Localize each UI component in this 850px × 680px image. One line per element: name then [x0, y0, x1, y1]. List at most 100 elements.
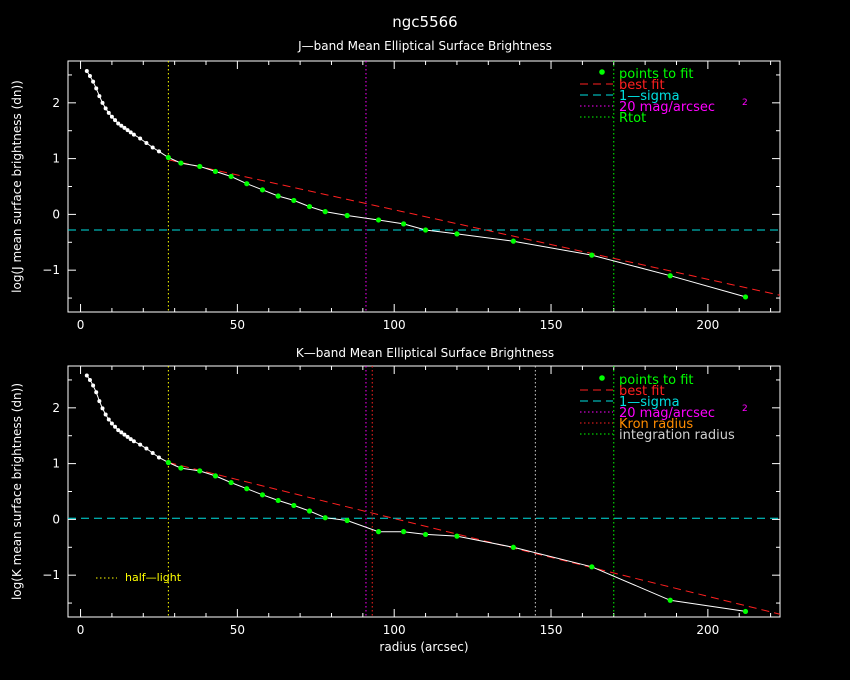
fit-point — [667, 273, 673, 279]
legend-label: best fit — [619, 78, 665, 93]
x-tick-label: 0 — [77, 623, 85, 637]
fit-point — [306, 203, 313, 210]
fit-point — [375, 217, 382, 223]
y-tick-label: 1 — [52, 457, 60, 471]
y-tick-label: 2 — [52, 96, 60, 110]
legend-label: Kron radius — [619, 417, 693, 432]
profile-point — [100, 100, 105, 105]
legend-label: integration radius — [619, 428, 735, 443]
profile-point — [87, 74, 92, 79]
profile-point — [97, 94, 102, 99]
profile-point — [119, 430, 124, 435]
profile-point — [131, 439, 136, 444]
fit-point — [259, 492, 266, 498]
fit-point — [197, 163, 203, 170]
profile-point — [150, 451, 155, 456]
profile-curve — [86, 375, 746, 612]
fit-point — [322, 209, 328, 215]
fit-point — [291, 502, 297, 509]
legend-superscript: 2 — [742, 404, 748, 414]
profile-point — [94, 390, 99, 395]
legend-swatch — [599, 375, 605, 381]
fit-point — [401, 221, 407, 227]
fit-point — [401, 529, 407, 535]
fit-point — [178, 465, 184, 471]
fit-point — [589, 564, 595, 570]
x-tick-label: 50 — [230, 623, 245, 637]
y-axis-label: log(K mean surface brightness (dn)) — [10, 383, 24, 600]
legend-label: points to fit — [619, 67, 694, 82]
fit-point — [344, 517, 350, 524]
profile-point — [94, 86, 99, 91]
fit-point — [165, 459, 171, 466]
fit-point — [212, 473, 219, 479]
profile-point — [119, 123, 124, 128]
fit-point — [510, 238, 516, 244]
fit-point — [212, 168, 219, 175]
legend-superscript: 2 — [742, 98, 748, 108]
best-fit-line — [168, 159, 780, 296]
chart-title: K—band Mean Elliptical Surface Brightnes… — [296, 346, 554, 360]
plot-area — [68, 366, 780, 617]
y-axis-label: log(J mean surface brightness (dn)) — [10, 80, 24, 293]
fit-point — [344, 212, 350, 219]
fit-point — [422, 227, 429, 233]
profile-point — [128, 130, 133, 135]
profile-point — [144, 140, 149, 145]
legend-label: 1—sigma — [619, 89, 680, 104]
fit-point — [667, 597, 673, 603]
y-tick-label: −1 — [42, 568, 60, 582]
profile-point — [116, 121, 121, 126]
fit-point — [306, 508, 313, 514]
profile-point — [125, 434, 130, 439]
x-tick-label: 150 — [540, 623, 563, 637]
y-tick-label: 0 — [52, 512, 60, 526]
profile-point — [103, 106, 108, 111]
profile-point — [138, 442, 143, 447]
profile-point — [100, 406, 105, 411]
profile-point — [109, 421, 114, 426]
x-tick-label: 100 — [383, 318, 406, 332]
chart-title: J—band Mean Elliptical Surface Brightnes… — [297, 39, 552, 53]
fit-point — [291, 197, 297, 204]
profile-point — [97, 399, 102, 404]
profile-point — [144, 446, 149, 451]
profile-point — [138, 136, 143, 141]
fit-point — [259, 187, 266, 193]
profile-point — [122, 432, 127, 437]
fit-point — [244, 486, 250, 492]
profile-point — [84, 373, 89, 378]
profile-point — [150, 145, 155, 150]
profile-point — [109, 114, 114, 119]
k-band-panel: K—band Mean Elliptical Surface Brightnes… — [10, 346, 781, 654]
legend-label: 1—sigma — [619, 395, 680, 410]
fit-point — [275, 193, 281, 199]
fit-point — [589, 252, 595, 258]
fit-point — [742, 608, 749, 615]
x-tick-label: 200 — [696, 623, 719, 637]
profile-point — [91, 383, 96, 388]
fit-point — [228, 173, 234, 180]
fit-point — [275, 497, 281, 504]
legend-label: 20 mag/arcsec — [619, 100, 715, 115]
fit-point — [165, 154, 171, 161]
profile-point — [128, 437, 133, 442]
x-axis-label: radius (arcsec) — [379, 640, 468, 654]
x-tick-label: 100 — [383, 623, 406, 637]
legend-swatch — [599, 69, 605, 75]
legend-label: 20 mag/arcsec — [619, 406, 715, 421]
y-tick-label: −1 — [42, 263, 60, 277]
legend-label: Rtot — [619, 111, 646, 126]
profile-point — [106, 110, 111, 115]
fit-point — [422, 531, 429, 538]
profile-point — [156, 455, 161, 460]
profile-point — [87, 377, 92, 382]
plot-area — [68, 61, 780, 312]
profile-point — [122, 125, 127, 130]
x-tick-label: 200 — [696, 318, 719, 332]
y-tick-label: 0 — [52, 207, 60, 221]
legend-label: points to fit — [619, 373, 694, 388]
fit-point — [228, 479, 234, 486]
